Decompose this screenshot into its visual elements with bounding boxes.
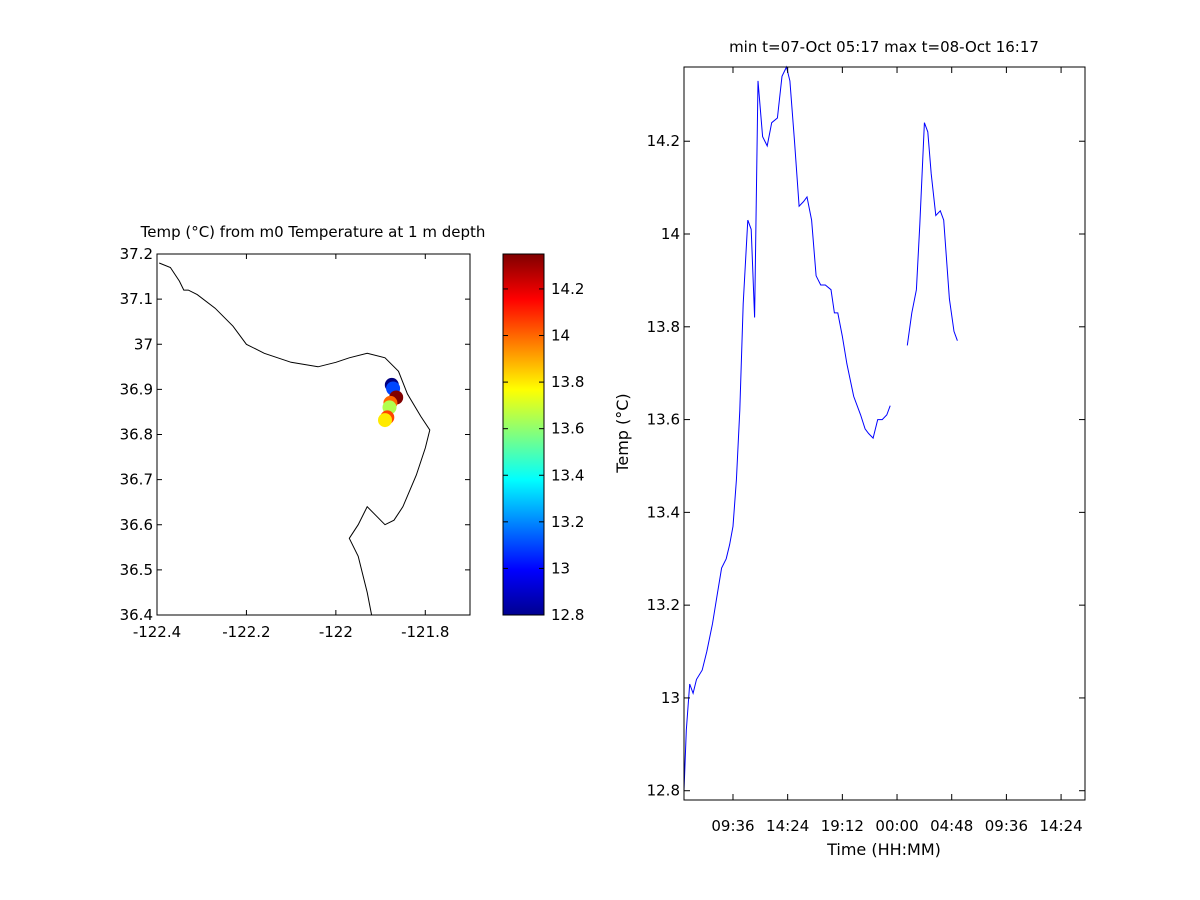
timeseries-x-label: Time (HH:MM) (826, 840, 941, 859)
timeseries-y-tick-label: 13 (661, 689, 680, 707)
map-y-tick-label: 36.5 (120, 561, 153, 579)
timeseries-x-tick-label: 14:24 (1039, 817, 1082, 835)
colorbar-tick-label: 13.2 (551, 513, 584, 531)
map-x-tick-label: -122.2 (222, 623, 270, 641)
timeseries-plot-area (683, 65, 958, 791)
timeseries-y-tick-label: 13.4 (647, 503, 680, 521)
temperature-line-segment-1 (906, 122, 958, 346)
map-y-tick-label: 36.7 (120, 471, 153, 489)
timeseries-title: min t=07-Oct 05:17 max t=08-Oct 16:17 (729, 38, 1039, 56)
timeseries-x-tick-label: 19:12 (821, 817, 864, 835)
timeseries-y-tick-label: 13.6 (647, 411, 680, 429)
map-panel: Temp (°C) from m0 Temperature at 1 m dep… (120, 223, 486, 641)
map-x-tick-label: -122 (319, 623, 353, 641)
timeseries-x-tick-label: 04:48 (930, 817, 973, 835)
map-y-axis: 36.4 36.5 36.6 36.7 36.8 36.9 37 37.1 37.2 (120, 245, 470, 624)
timeseries-panel: min t=07-Oct 05:17 max t=08-Oct 16:17 09… (613, 38, 1086, 859)
timeseries-y-tick-label: 14.2 (647, 132, 680, 150)
timeseries-y-axis: 12.8 13 13.2 13.4 13.6 13.8 14 14.2 (647, 132, 1085, 800)
timeseries-y-tick-label: 13.8 (647, 318, 680, 336)
scatter-point-6 (378, 413, 392, 428)
colorbar-min-label: 12.8 (551, 606, 584, 624)
timeseries-y-tick-label: 13.2 (647, 596, 680, 614)
timeseries-y-tick-label: 14 (661, 225, 680, 243)
colorbar-tick-label: 14.2 (551, 280, 584, 298)
colorbar-tick-label: 13 (551, 559, 570, 577)
map-title: Temp (°C) from m0 Temperature at 1 m dep… (140, 223, 486, 241)
temperature-line-segment-0 (683, 65, 891, 791)
colorbar-tick-label: 13.8 (551, 373, 584, 391)
map-x-axis: -122.4 -122.2 -122 -121.8 (133, 254, 449, 641)
colorbar-tick-label: 14 (551, 327, 570, 345)
coastline (159, 262, 431, 616)
timeseries-x-tick-label: 00:00 (875, 817, 918, 835)
map-plot-area (159, 262, 431, 616)
colorbar-tick-label: 13.4 (551, 466, 584, 484)
timeseries-axes-frame (683, 66, 1086, 801)
colorbar: 13 13.2 13.4 13.6 13.8 14 14.2 12.8 (502, 253, 584, 624)
timeseries-x-tick-label: 09:36 (985, 817, 1028, 835)
timeseries-y-tick-label: 12.8 (647, 782, 680, 800)
timeseries-y-label: Temp (°C) (613, 393, 632, 473)
map-y-tick-label: 36.9 (120, 380, 153, 398)
colorbar-gradient (502, 253, 545, 616)
map-y-tick-label: 37.1 (120, 290, 153, 308)
map-y-tick-label: 36.6 (120, 516, 153, 534)
map-x-tick-label: -122.4 (133, 623, 181, 641)
map-y-tick-label: 37 (134, 335, 153, 353)
colorbar-tick-label: 13.6 (551, 420, 584, 438)
map-y-tick-label: 36.8 (120, 426, 153, 444)
colorbar-ticks: 13 13.2 13.4 13.6 13.8 14 14.2 12.8 (503, 280, 584, 624)
timeseries-x-tick-label: 14:24 (766, 817, 809, 835)
timeseries-x-axis: 09:36 14:24 19:12 00:00 04:48 09:36 14:24 (711, 67, 1083, 835)
timeseries-x-tick-label: 09:36 (711, 817, 754, 835)
map-y-tick-label: 36.4 (120, 606, 153, 624)
map-y-tick-label: 37.2 (120, 245, 153, 263)
map-x-tick-label: -121.8 (401, 623, 449, 641)
